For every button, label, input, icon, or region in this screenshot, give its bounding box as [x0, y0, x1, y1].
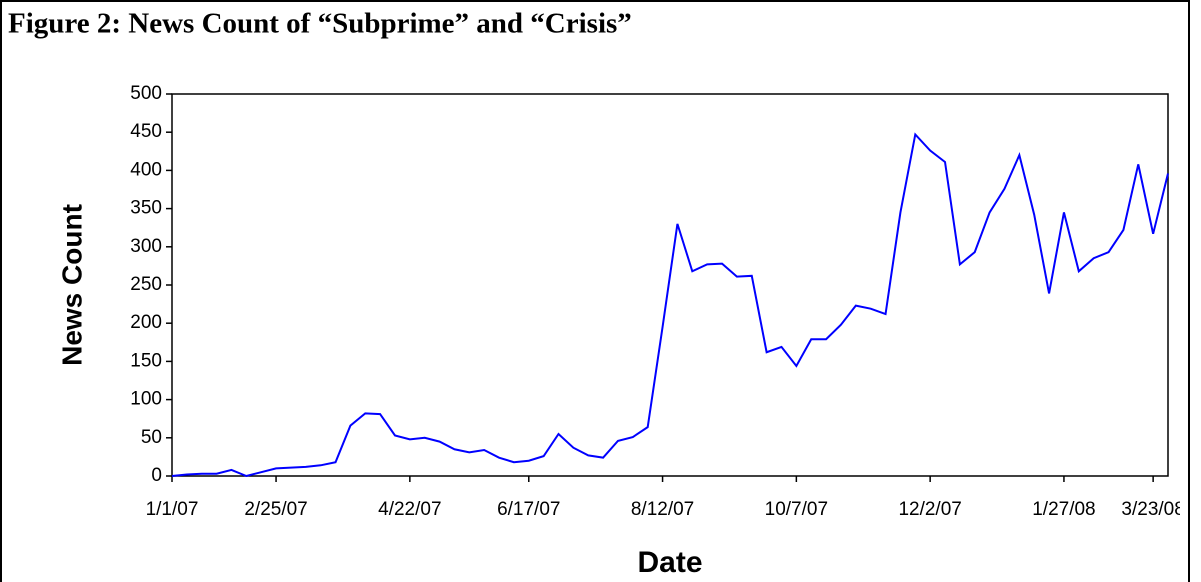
y-tick-label: 500: [130, 83, 162, 104]
plot-area: 0 50 100 150 200 250 300 350 400 450 500 1/1/07 2/25…: [130, 83, 1184, 520]
x-tick-label: 1/1/07: [146, 499, 199, 520]
x-tick-label: 10/7/07: [765, 499, 828, 520]
line-series: [171, 132, 1169, 478]
x-tick-label: 3/23/08: [1121, 499, 1184, 520]
y-tick-label: 400: [130, 159, 162, 180]
y-tick-label: 50: [141, 427, 162, 448]
y-tick-label: 100: [130, 389, 162, 410]
plot-frame: [171, 93, 1169, 477]
y-tick-label: 250: [130, 274, 162, 295]
y-tick-label: 200: [130, 312, 162, 333]
x-axis-label: Date: [637, 546, 702, 579]
y-tick-label: 350: [130, 198, 162, 219]
y-tick-label: 450: [130, 121, 162, 142]
x-tick-label: 1/27/08: [1032, 499, 1095, 520]
x-tick-label: 12/2/07: [898, 499, 961, 520]
x-tick-label: 4/22/07: [378, 499, 441, 520]
x-tick-label: 2/25/07: [244, 499, 307, 520]
y-tick-label: 150: [130, 350, 162, 371]
chart-title: Figure 2: News Count of “Subprime” and “…: [8, 8, 632, 40]
x-tick-label: 8/12/07: [631, 499, 694, 520]
y-tick-label: 300: [130, 236, 162, 257]
y-tick-label: 0: [151, 465, 162, 486]
y-axis-label: News Count: [56, 204, 87, 366]
x-tick-label: 6/17/07: [497, 499, 560, 520]
